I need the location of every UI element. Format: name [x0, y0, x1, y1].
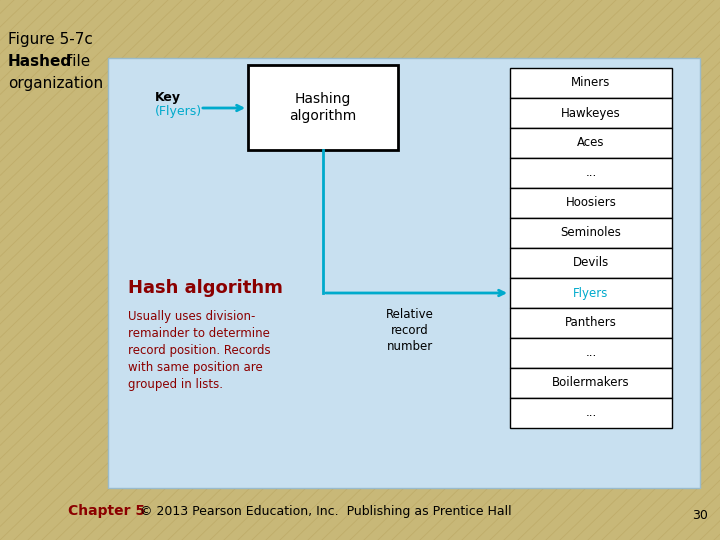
Text: Miners: Miners: [571, 77, 611, 90]
Text: Hashing
algorithm: Hashing algorithm: [289, 92, 356, 123]
Text: Seminoles: Seminoles: [561, 226, 621, 240]
Text: Relative
record
number: Relative record number: [386, 307, 434, 353]
Text: Figure 5-7c: Figure 5-7c: [8, 32, 93, 47]
Text: ...: ...: [585, 347, 597, 360]
Text: ...: ...: [585, 166, 597, 179]
Bar: [248, 65, 398, 150]
Bar: [108, 58, 700, 488]
Bar: [510, 128, 672, 158]
Bar: [510, 218, 672, 248]
Bar: [510, 308, 672, 338]
Text: Hash algorithm: Hash algorithm: [128, 279, 283, 297]
Text: Flyers: Flyers: [573, 287, 608, 300]
Text: Panthers: Panthers: [565, 316, 617, 329]
Text: Chapter 5: Chapter 5: [68, 504, 145, 518]
Bar: [510, 368, 672, 398]
Bar: [510, 338, 672, 368]
Text: Hashed: Hashed: [8, 54, 72, 69]
Text: Aces: Aces: [577, 137, 605, 150]
Bar: [510, 248, 672, 278]
Bar: [510, 278, 672, 308]
Text: Hawkeyes: Hawkeyes: [561, 106, 621, 119]
Text: 30: 30: [692, 509, 708, 522]
Text: Devils: Devils: [573, 256, 609, 269]
Text: (Flyers): (Flyers): [155, 105, 202, 118]
Text: ...: ...: [585, 407, 597, 420]
Bar: [510, 398, 672, 428]
Bar: [510, 188, 672, 218]
Bar: [510, 98, 672, 128]
Text: © 2013 Pearson Education, Inc.  Publishing as Prentice Hall: © 2013 Pearson Education, Inc. Publishin…: [140, 505, 512, 518]
Bar: [510, 158, 672, 188]
Text: Boilermakers: Boilermakers: [552, 376, 630, 389]
Text: Hoosiers: Hoosiers: [566, 197, 616, 210]
Text: Key: Key: [155, 91, 181, 104]
Bar: [510, 68, 672, 98]
Text: organization: organization: [8, 76, 103, 91]
Text: file: file: [62, 54, 90, 69]
Text: Usually uses division-
remainder to determine
record position. Records
with same: Usually uses division- remainder to dete…: [128, 310, 271, 391]
